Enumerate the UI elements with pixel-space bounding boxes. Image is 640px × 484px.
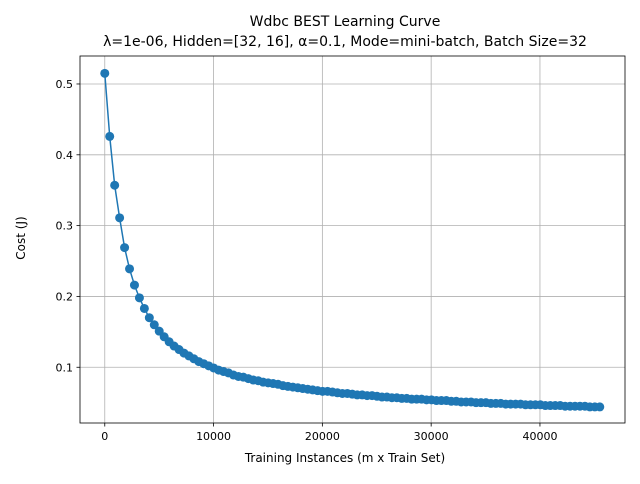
x-tick-label: 10000 <box>196 430 231 443</box>
data-point <box>129 280 139 290</box>
y-axis-ticks: 0.1 0.2 0.3 0.4 0.5 <box>56 78 80 374</box>
data-point <box>595 402 605 412</box>
plot-frame <box>79 55 626 424</box>
y-axis-label: Cost (J) <box>14 216 28 259</box>
x-axis-label: Training Instances (m x Train Set) <box>244 451 445 465</box>
data-point <box>115 213 125 223</box>
axes-frame <box>79 55 626 424</box>
x-tick-label: 20000 <box>305 430 340 443</box>
data-point <box>100 68 110 78</box>
x-tick-label: 30000 <box>414 430 449 443</box>
y-tick-label: 0.3 <box>56 220 74 233</box>
chart-subtitle: λ=1e-06, Hidden=[32, 16], α=0.1, Mode=mi… <box>103 34 587 50</box>
data-point <box>139 303 149 313</box>
data-point <box>149 320 159 330</box>
grid-lines <box>80 56 625 423</box>
series-cost <box>100 68 605 412</box>
y-tick-label: 0.2 <box>56 290 74 303</box>
data-point <box>120 243 130 253</box>
data-point <box>125 264 135 274</box>
data-point <box>144 313 154 323</box>
data-point <box>105 131 115 141</box>
x-axis-ticks: 0 10000 20000 30000 40000 <box>101 423 557 443</box>
y-tick-label: 0.1 <box>56 361 74 374</box>
y-tick-label: 0.4 <box>56 149 74 162</box>
y-tick-label: 0.5 <box>56 78 74 91</box>
x-tick-label: 0 <box>101 430 108 443</box>
data-point <box>134 293 144 303</box>
chart-title: Wdbc BEST Learning Curve <box>250 14 441 30</box>
data-point <box>110 180 120 190</box>
x-tick-label: 40000 <box>522 430 557 443</box>
